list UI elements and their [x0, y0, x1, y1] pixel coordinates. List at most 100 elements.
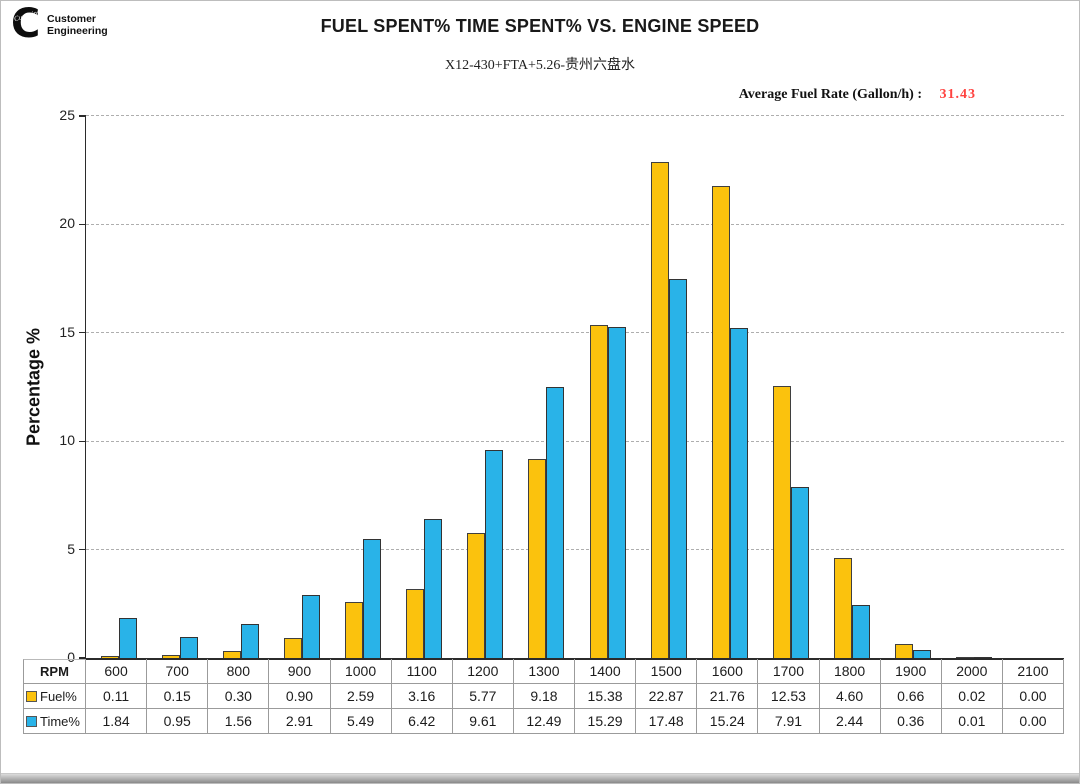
table-value-cell: 4.60: [819, 684, 881, 709]
table-value-cell: 12.49: [513, 709, 575, 734]
time-bar-1600: [729, 327, 748, 658]
table-value-cell: 0.30: [208, 684, 270, 709]
x-axis-line: [85, 658, 1064, 660]
table-value-cell: 7.91: [758, 709, 820, 734]
time-bar-1700: [790, 486, 809, 658]
table-value-cell: 0.02: [941, 684, 1003, 709]
table-value-cell: 9.18: [513, 684, 575, 709]
time-bar-1400: [607, 326, 626, 658]
fuel-bar-1400: [589, 324, 608, 658]
rpm-column-header: 1300: [513, 659, 575, 684]
fuel-bar-700: [161, 654, 180, 658]
fuel-bar-1700: [772, 386, 791, 658]
fuel-legend-swatch-icon: [26, 690, 37, 702]
table-value-cell: 0.95: [147, 709, 209, 734]
table-value-cell: 9.61: [452, 709, 514, 734]
svg-text:C: C: [13, 5, 40, 43]
series-name: Fuel%: [40, 688, 77, 704]
y-tick-label: 15: [59, 323, 75, 340]
table-value-cell: 1.56: [208, 709, 270, 734]
table-value-cell: 0.00: [1002, 684, 1064, 709]
table-value-cell: 17.48: [636, 709, 698, 734]
rpm-column-header: 1400: [575, 659, 637, 684]
table-value-cell: 0.90: [269, 684, 331, 709]
y-tick-mark: [79, 548, 86, 551]
table-value-cell: 12.53: [758, 684, 820, 709]
y-tick-label: 20: [59, 215, 75, 232]
rpm-column-header: 2000: [941, 659, 1003, 684]
time-bar-900: [301, 594, 320, 658]
fuel-bar-1200: [467, 532, 486, 658]
rpm-column-header: 600: [86, 659, 148, 684]
average-fuel-rate-label: Average Fuel Rate (Gallon/h) :: [738, 87, 922, 102]
gridline: [86, 440, 1064, 442]
time-bar-1800: [852, 605, 871, 658]
table-value-cell: 22.87: [636, 684, 698, 709]
table-value-cell: 15.24: [697, 709, 759, 734]
fuel-bar-1000: [345, 601, 364, 658]
fuel-bar-1800: [834, 558, 853, 658]
table-value-cell: 1.84: [86, 709, 148, 734]
table-value-cell: 5.49: [330, 709, 392, 734]
rpm-column-header: 1100: [391, 659, 453, 684]
average-fuel-rate: Average Fuel Rate (Gallon/h) : 31.43: [739, 87, 976, 103]
table-value-cell: 0.36: [880, 709, 942, 734]
series-name: Time%: [40, 713, 80, 729]
fuel-bar-600: [100, 655, 119, 658]
cummins-c-icon: C Cummins: [13, 5, 40, 43]
time-bar-1200: [485, 449, 504, 658]
y-tick-mark: [79, 657, 86, 659]
y-tick-mark: [79, 332, 86, 334]
rpm-column-header: 1500: [636, 659, 698, 684]
time-bar-1100: [424, 518, 443, 658]
fuel-bar-1500: [650, 162, 669, 658]
rpm-column-header: 1600: [697, 659, 759, 684]
table-value-cell: 15.38: [575, 684, 637, 709]
time-legend-swatch-icon: [26, 715, 37, 727]
y-tick-label: 5: [67, 540, 75, 557]
fuel-bar-1300: [528, 458, 547, 658]
time-bar-1500: [668, 279, 687, 658]
y-tick-label: 25: [59, 107, 75, 123]
time-bar-1900: [913, 650, 932, 658]
table-value-cell: 0.01: [941, 709, 1003, 734]
table-value-cell: 2.44: [819, 709, 881, 734]
table-value-cell: 2.59: [330, 684, 392, 709]
table-value-cell: 2.91: [269, 709, 331, 734]
rpm-column-header: 1800: [819, 659, 881, 684]
gridline: [86, 115, 1064, 117]
time-bar-600: [118, 618, 137, 658]
fuel-bar-1600: [711, 186, 730, 658]
rpm-column-header: 1900: [880, 659, 942, 684]
table-value-cell: 0.66: [880, 684, 942, 709]
y-tick-label: 0: [67, 649, 75, 665]
cummins-logo: C Cummins Customer Engineering: [13, 5, 108, 43]
rpm-column-header: 1200: [452, 659, 514, 684]
rpm-column-header: 700: [147, 659, 209, 684]
series-row-label: Fuel%: [23, 684, 86, 709]
y-tick-mark: [79, 440, 86, 442]
table-value-cell: 0.11: [86, 684, 148, 709]
table-value-cell: 0.00: [1002, 709, 1064, 734]
series-row-label: Time%: [23, 709, 86, 734]
time-bar-800: [240, 624, 259, 658]
gridline: [86, 332, 1064, 334]
logo-line1: Customer: [47, 13, 97, 25]
time-bar-1000: [363, 538, 382, 658]
table-value-cell: 6.42: [391, 709, 453, 734]
fuel-bar-1900: [895, 643, 914, 658]
fuel-bar-2000: [956, 656, 975, 658]
rpm-column-header: 2100: [1002, 659, 1064, 684]
page-title: FUEL SPENT% TIME SPENT% VS. ENGINE SPEED: [320, 16, 760, 36]
table-value-cell: 5.77: [452, 684, 514, 709]
table-value-cell: 21.76: [697, 684, 759, 709]
average-fuel-rate-value: 31.43: [939, 87, 976, 102]
table-value-cell: 0.15: [147, 684, 209, 709]
rpm-corner-label: RPM: [23, 659, 86, 684]
table-value-cell: 15.29: [575, 709, 637, 734]
logo-text: Customer Engineering: [47, 13, 108, 43]
gridline: [86, 548, 1064, 550]
fuel-bar-800: [222, 651, 241, 658]
fuel-bar-900: [283, 638, 302, 658]
y-tick-label: 10: [59, 432, 75, 449]
